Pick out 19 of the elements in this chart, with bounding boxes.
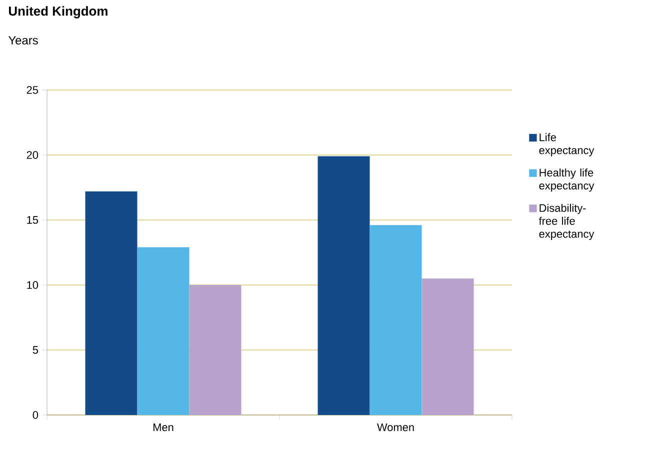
bar	[137, 247, 190, 415]
bar	[422, 278, 474, 415]
y-tick-label: 10	[27, 281, 38, 289]
y-tick-label: 25	[26, 86, 38, 94]
y-tick-label: 5	[32, 346, 38, 354]
legend-label: Disability-free life expectancy	[538, 204, 594, 240]
y-tick-label: 15	[27, 216, 38, 224]
bar	[318, 156, 370, 415]
y-tick-label: 20	[26, 151, 38, 159]
bar	[189, 284, 242, 415]
y-tick-label: 0	[32, 411, 38, 419]
bar	[370, 225, 422, 415]
legend-label: Healthy life expectancy	[539, 168, 594, 192]
y-axis-title: Years	[8, 36, 38, 45]
legend-label: Life expectancy	[539, 133, 594, 156]
x-tick-label: Men	[154, 424, 174, 432]
chart-title: United Kingdom	[8, 6, 108, 18]
x-tick-label: Women	[377, 424, 414, 432]
bar	[85, 191, 138, 415]
